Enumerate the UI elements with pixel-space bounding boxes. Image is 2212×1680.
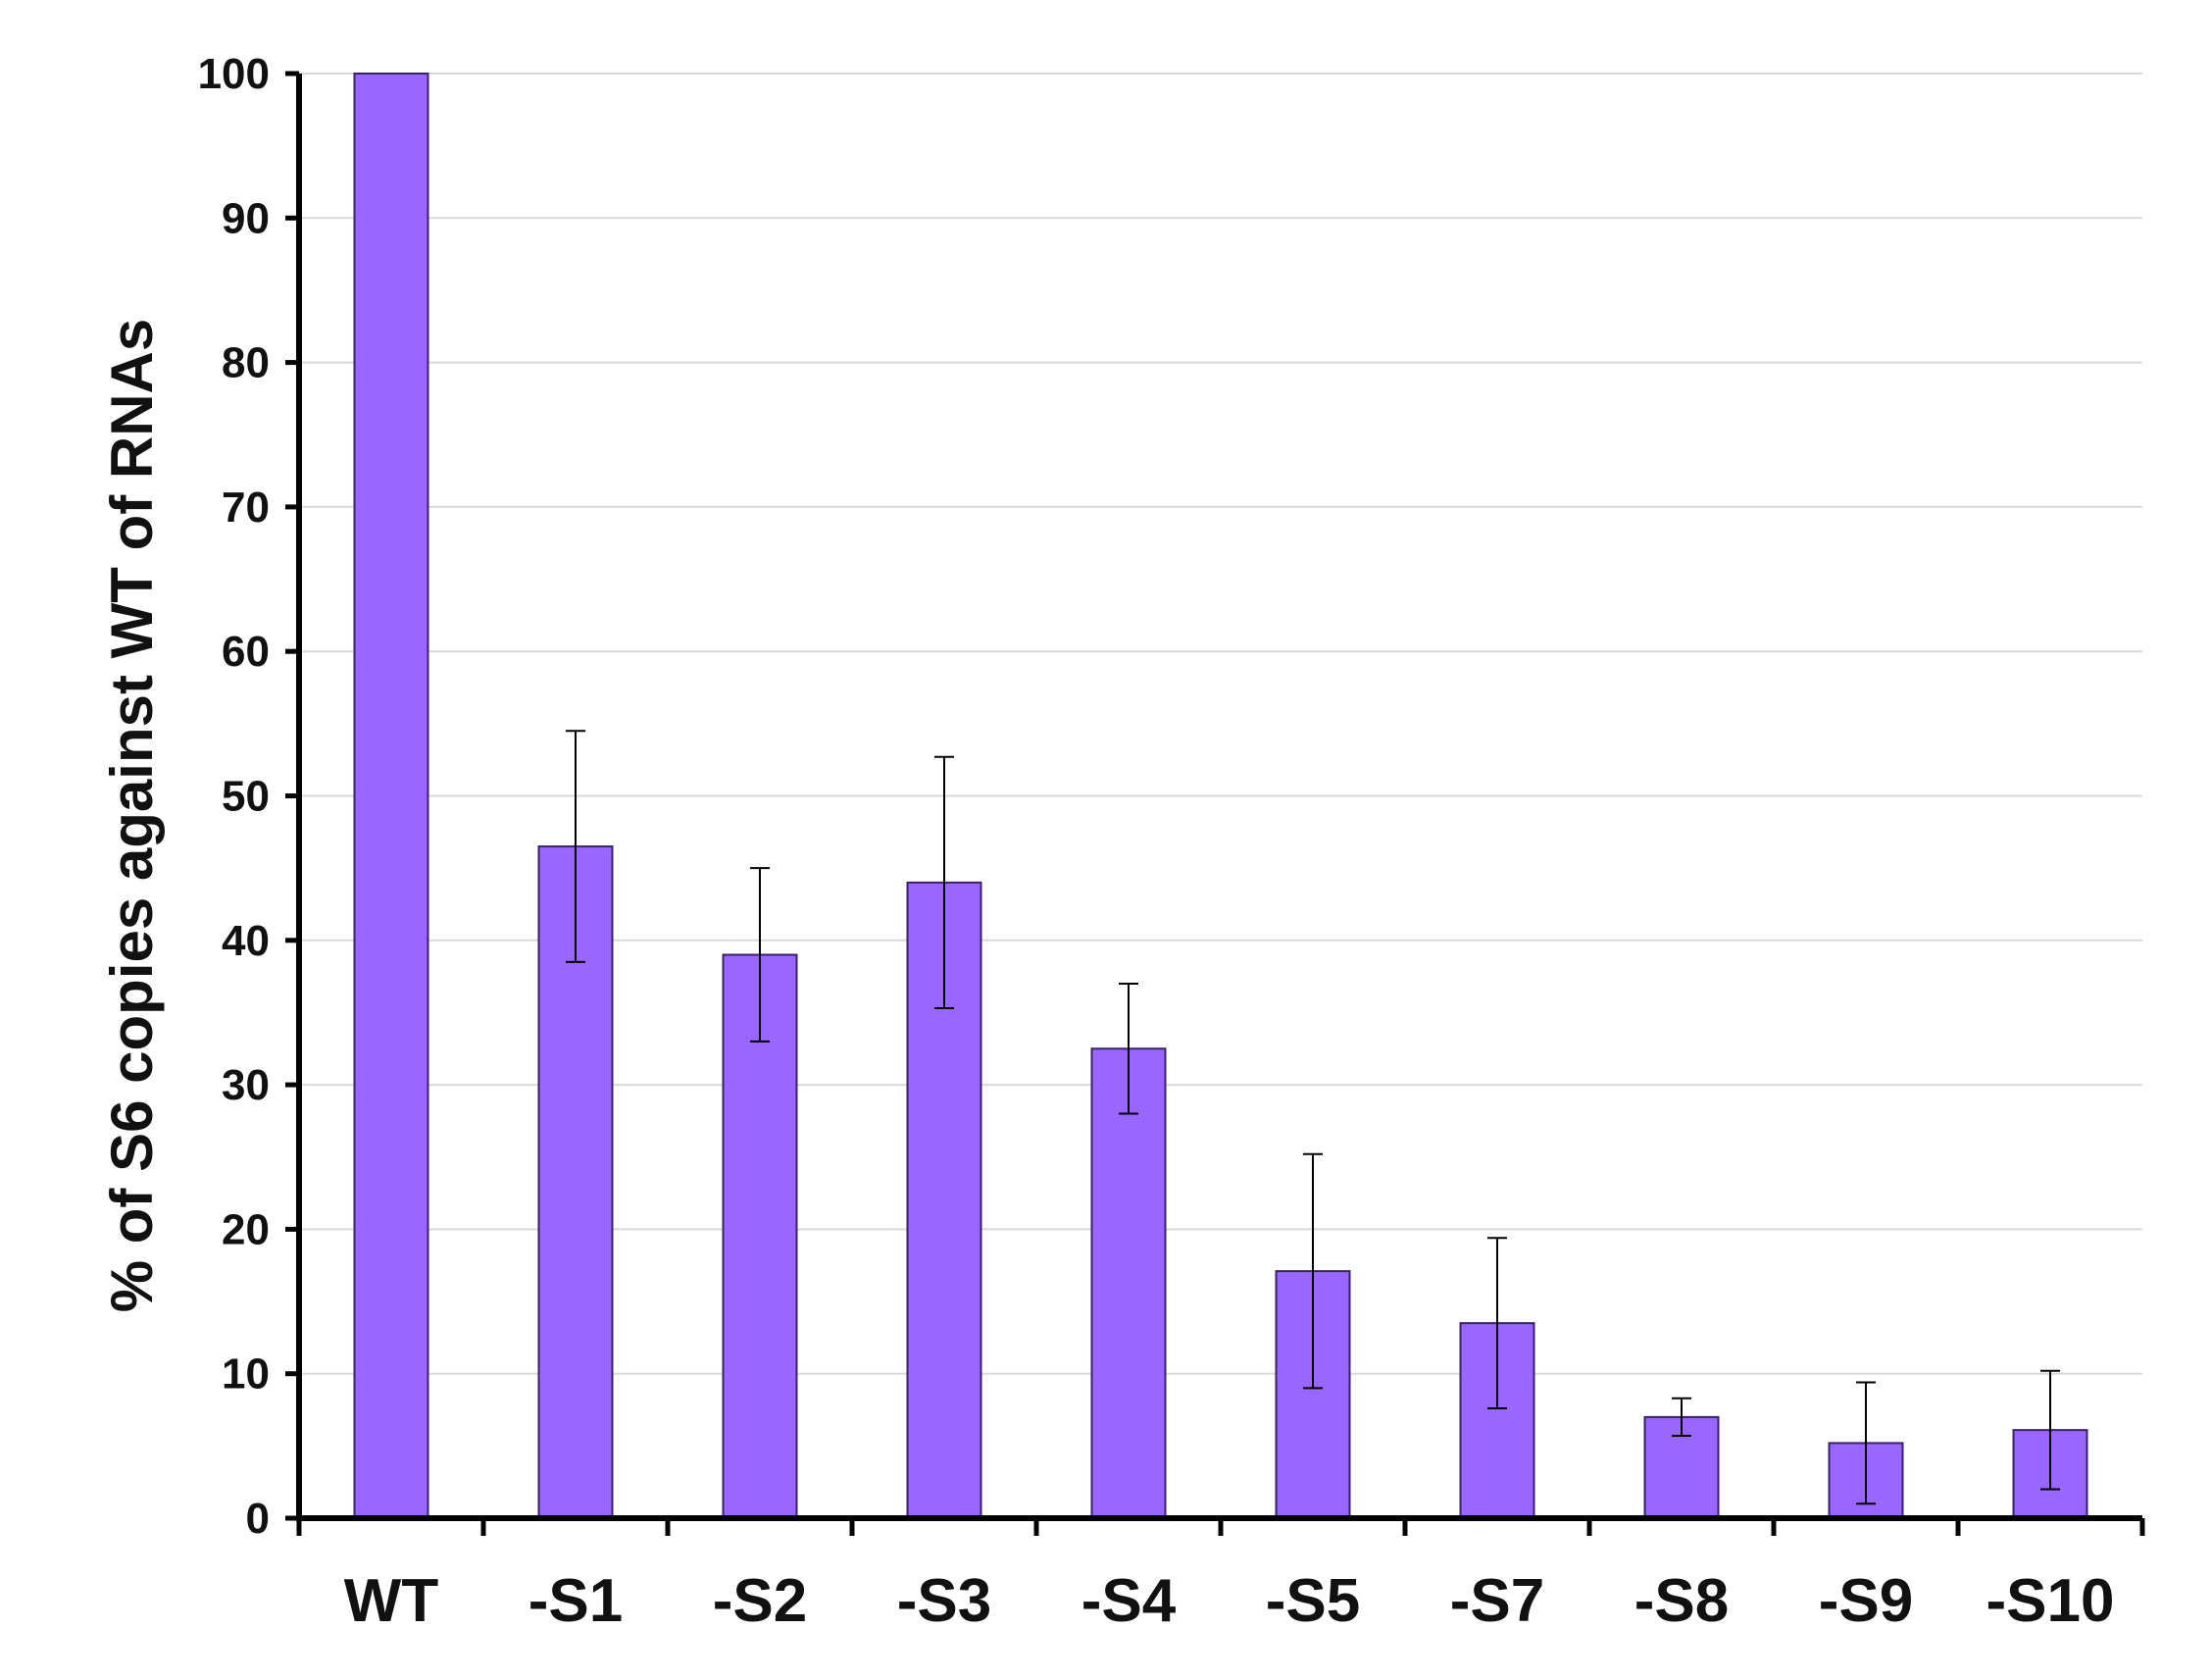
y-axis-title: % of S6 copies against WT of RNAs bbox=[99, 319, 165, 1312]
bar-s4 bbox=[1090, 1047, 1167, 1520]
y-tick-label: 0 bbox=[246, 1495, 270, 1543]
x-tick-label: -S8 bbox=[1634, 1567, 1729, 1635]
x-tick-label: WT bbox=[344, 1567, 439, 1635]
y-tick-label: 70 bbox=[222, 484, 270, 532]
y-tick-label: 80 bbox=[222, 339, 270, 387]
y-tick-label: 90 bbox=[222, 194, 270, 242]
bar-wt bbox=[353, 73, 429, 1519]
x-tick-label: -S4 bbox=[1081, 1567, 1177, 1635]
x-ticks: WT -S1 -S2 -S3 -S4 -S5 -S7 -S8 -S9 -S10 bbox=[296, 1518, 2145, 1635]
y-ticks: 0 10 20 30 40 50 60 70 80 90 100 bbox=[198, 50, 299, 1543]
x-tick-label: -S3 bbox=[897, 1567, 991, 1635]
y-tick-label: 40 bbox=[222, 917, 270, 965]
error-bars bbox=[566, 730, 2060, 1505]
y-tick-label: 60 bbox=[222, 628, 270, 676]
y-tick-label: 100 bbox=[198, 50, 270, 98]
x-tick-label: -S10 bbox=[1986, 1567, 2115, 1635]
x-tick-label: -S1 bbox=[528, 1567, 623, 1635]
x-tick-label: -S9 bbox=[1819, 1567, 1913, 1635]
x-tick-label: -S2 bbox=[713, 1567, 807, 1635]
x-tick-label: -S5 bbox=[1266, 1567, 1360, 1635]
y-tick-label: 50 bbox=[222, 773, 270, 821]
x-tick-label: -S7 bbox=[1450, 1567, 1544, 1635]
y-tick-label: 30 bbox=[222, 1061, 270, 1109]
y-tick-label: 20 bbox=[222, 1205, 270, 1253]
y-tick-label: 10 bbox=[222, 1350, 270, 1399]
